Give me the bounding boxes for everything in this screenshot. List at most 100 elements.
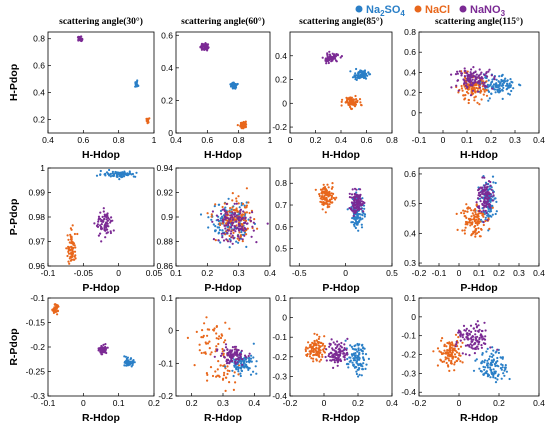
scatter-point-nano3 <box>358 204 362 207</box>
scatter-point-nano3 <box>224 227 227 230</box>
scatter-point-nano3 <box>109 231 112 235</box>
scatter-point-nano3 <box>487 200 490 203</box>
scatter-point-na2so4 <box>125 364 128 367</box>
scatter-point-na2so4 <box>362 212 365 215</box>
scatter-point-na2so4 <box>505 370 508 373</box>
y-tick-label: -0.2 <box>272 122 287 132</box>
scatter-point-nano3 <box>468 344 471 347</box>
scatter-point-nano3 <box>231 242 234 245</box>
x-tick-label: 0.6 <box>361 135 373 145</box>
scatter-point-na2so4 <box>213 205 216 208</box>
scatter-point-na2so4 <box>119 172 122 176</box>
scatter-point-na2so4 <box>234 82 237 86</box>
scatter-point-nano3 <box>327 354 330 358</box>
scatter-point-nacl <box>440 351 443 354</box>
scatter-point-na2so4 <box>500 84 504 87</box>
scatter-point-na2so4 <box>358 373 361 376</box>
scatter-point-nano3 <box>221 236 224 239</box>
scatter-point-nacl <box>240 214 243 217</box>
scatter-point-na2so4 <box>486 359 489 362</box>
scatter-point-nacl <box>222 377 225 380</box>
scatter-point-nacl <box>325 191 328 194</box>
scatter-point-nano3 <box>102 347 105 350</box>
scatter-point-na2so4 <box>484 216 487 219</box>
scatter-point-na2so4 <box>501 364 504 367</box>
scatter-point-nano3 <box>239 354 242 358</box>
scatter-point-nacl <box>340 104 343 107</box>
scatter-point-na2so4 <box>486 83 489 86</box>
scatter-point-nacl <box>213 327 216 330</box>
scatter-point-nacl <box>315 358 318 361</box>
scatter-point-nano3 <box>235 348 238 351</box>
x-tick-label: 0.3 <box>513 268 525 278</box>
scatter-point-nacl <box>457 357 460 360</box>
scatter-point-nacl <box>474 224 477 228</box>
scatter-point-nano3 <box>487 203 490 206</box>
scatter-point-nano3 <box>483 81 486 84</box>
scatter-point-nano3 <box>465 336 468 339</box>
scatter-point-na2so4 <box>493 363 496 366</box>
y-tick-label: 0.2 <box>404 88 416 98</box>
scatter-points <box>186 316 258 392</box>
scatter-point-nacl <box>471 86 474 89</box>
scatter-point-na2so4 <box>230 208 233 211</box>
scatter-point-nacl <box>350 96 353 99</box>
scatter-point-nano3 <box>242 229 245 232</box>
scatter-point-nacl <box>321 353 324 356</box>
scatter-point-na2so4 <box>480 361 483 364</box>
x-tick-label: -0.2 <box>412 268 427 278</box>
scatter-point-nacl <box>330 201 333 204</box>
scatter-point-nacl <box>323 347 326 350</box>
scatter-point-nano3 <box>479 186 482 189</box>
scatter-point-nano3 <box>352 205 355 208</box>
x-tick-label: 0.1 <box>461 135 473 145</box>
scatter-point-nano3 <box>335 358 339 361</box>
scatter-point-na2so4 <box>488 355 491 358</box>
scatter-point-na2so4 <box>494 91 497 94</box>
x-tick-label: 0.2 <box>493 268 505 278</box>
scatter-point-nacl <box>224 321 227 324</box>
scatter-point-na2so4 <box>484 76 487 79</box>
scatter-point-na2so4 <box>503 81 506 84</box>
scatter-point-nacl <box>315 347 318 350</box>
scatter-point-nano3 <box>483 184 486 187</box>
scatter-point-nacl <box>345 99 349 102</box>
scatter-point-na2so4 <box>492 181 495 184</box>
scatter-point-nacl <box>438 350 441 353</box>
y-tick-label: 0.9 <box>161 212 173 222</box>
scatter-point-na2so4 <box>479 218 483 221</box>
scatter-point-na2so4 <box>350 345 353 348</box>
scatter-point-nacl <box>483 90 486 93</box>
scatter-point-nacl <box>69 238 73 241</box>
y-tick-label: 0.86 <box>156 261 173 271</box>
panel-title: scattering angle(115°) <box>435 16 523 27</box>
scatter-point-nano3 <box>469 343 472 346</box>
scatter-point-nacl <box>239 234 242 237</box>
scatter-point-nacl <box>245 233 248 236</box>
scatter-point-na2so4 <box>352 359 355 362</box>
scatter-point-na2so4 <box>353 222 356 225</box>
scatter-point-nano3 <box>325 348 328 351</box>
scatter-point-nano3 <box>483 73 486 76</box>
scatter-point-nacl <box>215 332 218 335</box>
scatter-point-na2so4 <box>108 174 111 177</box>
scatter-point-nacl <box>314 353 318 356</box>
scatter-point-na2so4 <box>510 80 513 83</box>
scatter-point-nacl <box>457 347 460 351</box>
scatter-point-nano3 <box>248 352 251 355</box>
scatter-point-nano3 <box>205 46 208 49</box>
scatter-point-nacl <box>325 199 328 202</box>
scatter-point-nacl <box>317 341 320 344</box>
scatter-point-nano3 <box>355 209 358 212</box>
scatter-point-nano3 <box>104 222 107 225</box>
scatter-point-nacl <box>218 222 221 225</box>
scatter-point-nacl <box>246 227 249 230</box>
scatter-point-nano3 <box>337 350 341 354</box>
y-tick-label: 0.3 <box>404 258 416 268</box>
scatter-point-nano3 <box>228 221 231 224</box>
scatter-point-na2so4 <box>130 173 133 176</box>
scatter-point-nano3 <box>330 338 333 341</box>
scatter-point-na2so4 <box>501 83 504 86</box>
scatter-point-nacl <box>324 188 327 191</box>
scatter-point-na2so4 <box>506 79 509 82</box>
